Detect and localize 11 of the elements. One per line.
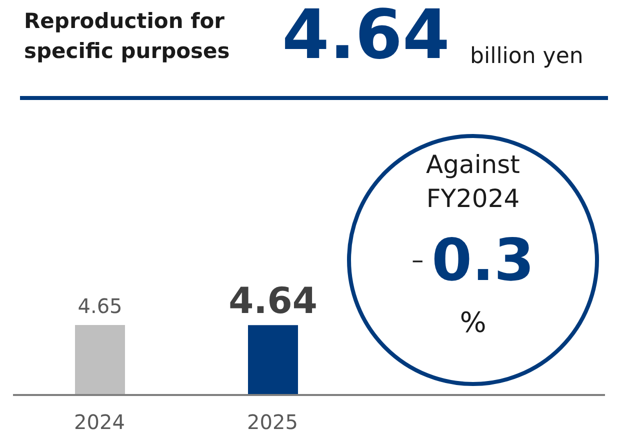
text: 0.3 — [432, 226, 534, 294]
x-tick-label: 2024 — [74, 410, 125, 434]
text: % — [458, 306, 488, 339]
text: 4.64 — [282, 0, 450, 75]
text: Against FY2024 — [425, 149, 521, 215]
data-label: 4.64 — [228, 281, 318, 322]
chart-title: Reproduction for specific purposes — [24, 8, 231, 65]
data-label: 4.65 — [78, 294, 122, 318]
text: – — [412, 246, 424, 274]
x-tick-label: 2025 — [247, 410, 298, 434]
text: billion yen — [470, 44, 584, 69]
